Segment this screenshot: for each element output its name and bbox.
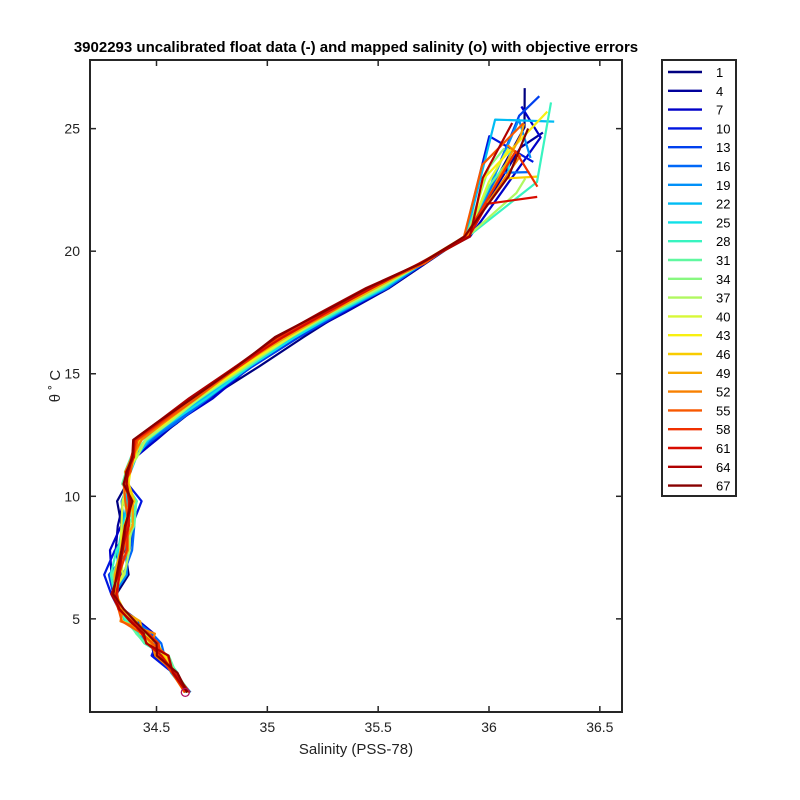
legend-label-49: 49 bbox=[716, 366, 730, 381]
profile-line-19 bbox=[112, 118, 532, 694]
x-tick-label: 36.5 bbox=[586, 719, 613, 735]
legend-label-55: 55 bbox=[716, 403, 730, 418]
profile-lines bbox=[103, 88, 555, 694]
legend-label-4: 4 bbox=[716, 84, 723, 99]
x-tick-label: 36 bbox=[481, 719, 497, 735]
y-axis: 5 10 15 20 25 bbox=[64, 121, 622, 627]
legend-label-22: 22 bbox=[716, 197, 730, 212]
legend-label-67: 67 bbox=[716, 479, 730, 494]
x-tick-label: 35.5 bbox=[365, 719, 392, 735]
x-tick-label: 35 bbox=[260, 719, 276, 735]
x-tick-label: 34.5 bbox=[143, 719, 170, 735]
profile-line-16 bbox=[110, 171, 530, 694]
profile-line-46 bbox=[113, 175, 538, 694]
legend-label-61: 61 bbox=[716, 441, 730, 456]
legend-label-34: 34 bbox=[716, 272, 730, 287]
legend-label-37: 37 bbox=[716, 291, 730, 306]
legend-label-40: 40 bbox=[716, 309, 730, 324]
y-tick-label: 15 bbox=[64, 366, 80, 382]
profile-line-37 bbox=[110, 177, 527, 694]
x-axis: 34.5 35 35.5 36 36.5 bbox=[143, 60, 614, 735]
profile-line-13 bbox=[107, 95, 541, 694]
legend-label-13: 13 bbox=[716, 140, 730, 155]
legend-label-64: 64 bbox=[716, 460, 730, 475]
legend-label-43: 43 bbox=[716, 328, 730, 343]
y-tick-label: 25 bbox=[64, 121, 80, 137]
chart-title: 3902293 uncalibrated float data (-) and … bbox=[74, 39, 638, 56]
legend-label-19: 19 bbox=[716, 178, 730, 193]
profile-line-67 bbox=[112, 128, 530, 693]
y-tick-label: 20 bbox=[64, 243, 80, 259]
mapped-salinity-markers bbox=[180, 687, 190, 698]
profile-line-25 bbox=[112, 151, 511, 693]
profile-line-1 bbox=[115, 88, 526, 694]
y-axis-label: θ ˚ C bbox=[47, 370, 64, 403]
legend-label-52: 52 bbox=[716, 385, 730, 400]
legend-label-28: 28 bbox=[716, 234, 730, 249]
profile-line-55 bbox=[111, 122, 525, 693]
legend-label-10: 10 bbox=[716, 121, 730, 136]
legend-label-25: 25 bbox=[716, 215, 730, 230]
y-tick-label: 5 bbox=[72, 611, 80, 627]
legend-label-31: 31 bbox=[716, 253, 730, 268]
mapped-salinity-point bbox=[180, 687, 190, 698]
profile-line-61 bbox=[115, 195, 538, 694]
x-axis-label: Salinity (PSS-78) bbox=[299, 741, 413, 758]
plot-frame bbox=[89, 59, 623, 713]
legend-label-16: 16 bbox=[716, 159, 730, 174]
legend-label-46: 46 bbox=[716, 347, 730, 362]
legend-label-1: 1 bbox=[716, 65, 723, 80]
y-tick-label: 10 bbox=[64, 488, 80, 504]
legend-label-7: 7 bbox=[716, 103, 723, 118]
profile-line-64 bbox=[110, 122, 514, 694]
legend-label-58: 58 bbox=[716, 422, 730, 437]
legend: 1 4 7 10 13 16 19 22 25 28 31 34 37 40 43 46 49 52 55 58 61 6… bbox=[661, 59, 737, 497]
